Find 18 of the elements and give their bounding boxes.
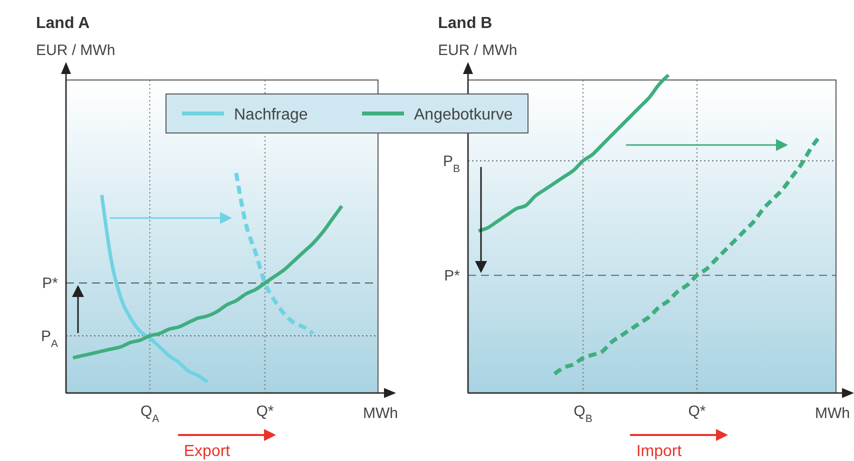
x-tick-label: Q* <box>688 403 706 420</box>
x-tick-label: Q$_{A}$ <box>140 403 160 425</box>
legend-label: Angebotkurve <box>414 106 513 124</box>
y-axis-title: EUR / MWh <box>438 42 518 59</box>
x-tick-label: Q$_{B}$ <box>574 403 592 425</box>
ref-line-label: P* <box>42 275 58 292</box>
x-axis-title: MWh <box>815 405 850 422</box>
ref-line-label: P* <box>444 267 460 284</box>
text: Export <box>184 443 231 460</box>
y-axis-title: EUR / MWh <box>36 42 116 59</box>
legend-label: Nachfrage <box>234 106 308 124</box>
ref-line-label: P$_{B}$ <box>442 152 460 175</box>
x-tick-label: Q* <box>256 403 274 420</box>
ref-line-label: P$_{A}$ <box>40 328 58 350</box>
x-axis-title: MWh <box>363 405 398 422</box>
chart-title: Land A <box>36 15 90 32</box>
text: Import <box>636 443 682 460</box>
chart-title: Land B <box>438 15 492 32</box>
